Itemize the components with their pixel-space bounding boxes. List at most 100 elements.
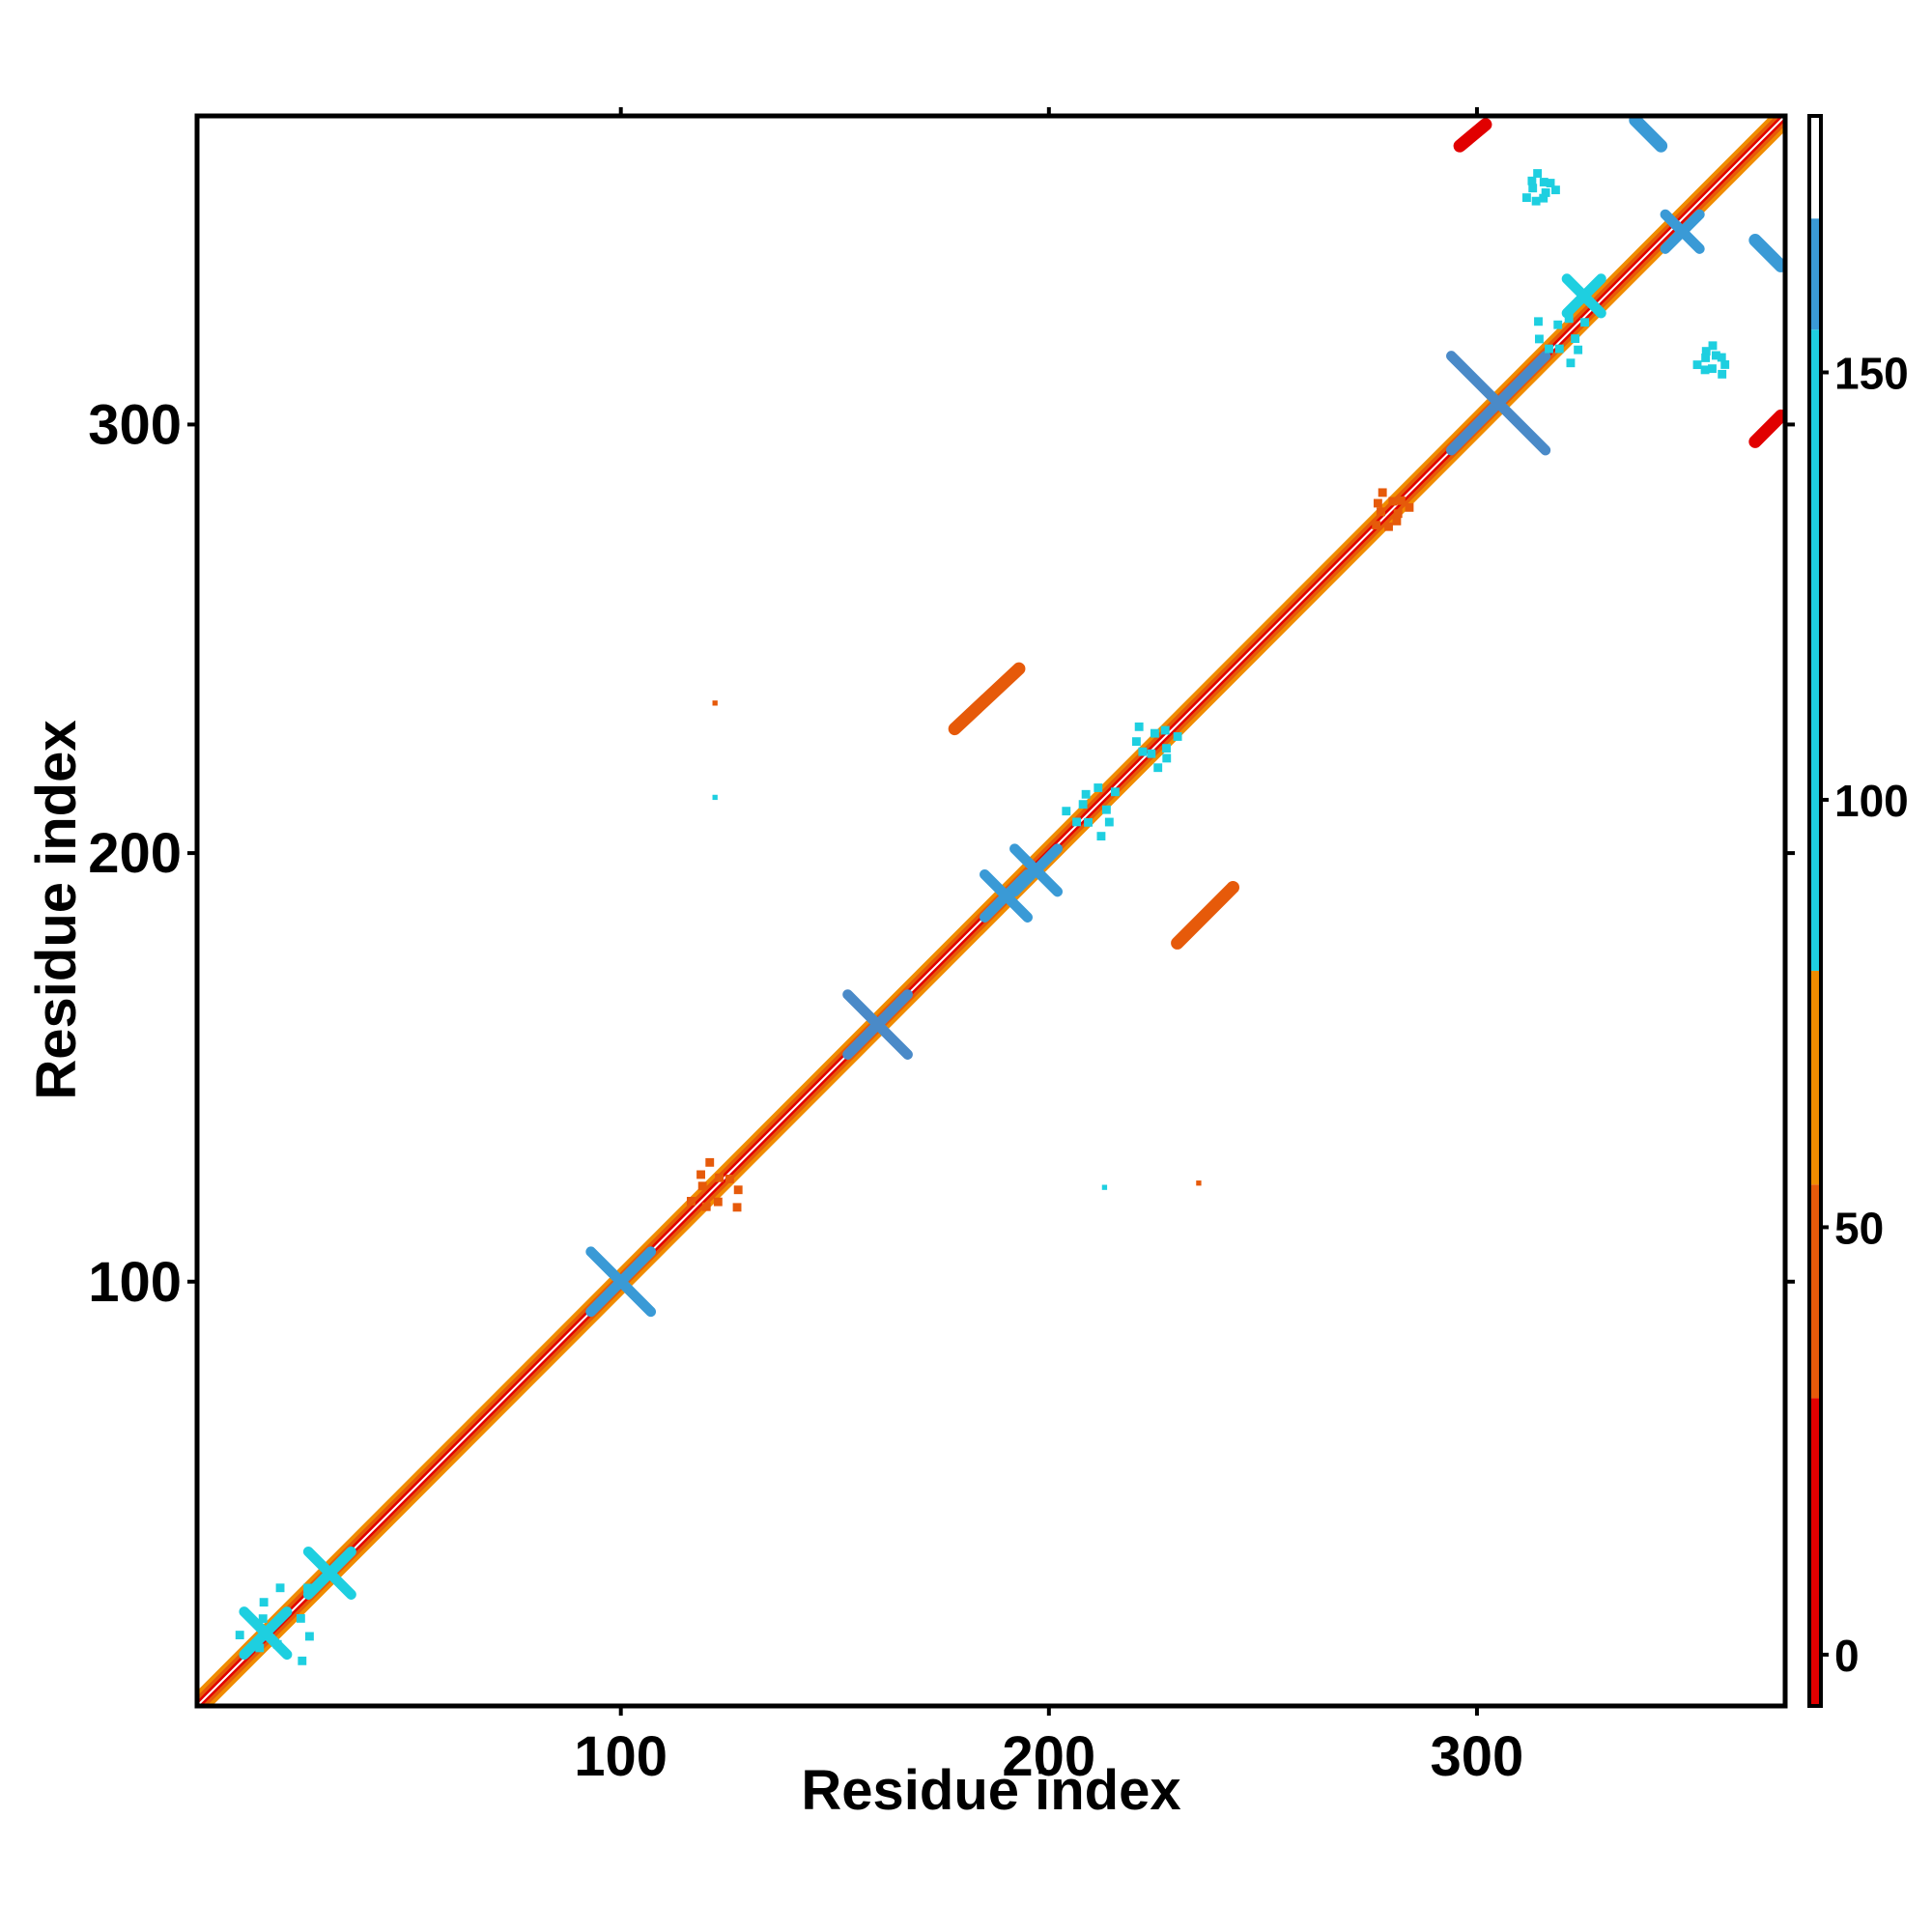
contact-cluster-cell — [1134, 722, 1144, 731]
colorbar-band — [1809, 1398, 1821, 1706]
contact-cross-b — [585, 1246, 657, 1318]
contact-cluster-cell — [1534, 317, 1543, 327]
y-axis-title: Residue index — [25, 720, 88, 1099]
contact-point — [1101, 1184, 1108, 1190]
contact-cluster-cell — [1566, 358, 1576, 368]
contact-cross-b — [1446, 351, 1551, 456]
contact-cluster-cell — [1384, 522, 1393, 531]
contact-cluster-cell — [1094, 783, 1103, 792]
contact-cross-b — [1561, 273, 1606, 319]
colorbar-tick-label: 150 — [1834, 348, 1909, 398]
contact-cluster-cell — [1153, 763, 1163, 773]
plot-content — [197, 116, 1785, 1706]
contact-cluster-cell — [1571, 334, 1580, 344]
x-tick-label: 200 — [1002, 1725, 1095, 1788]
contact-cluster-cell — [272, 1639, 282, 1649]
colorbar-band — [1809, 116, 1821, 219]
contact-cluster-cell — [1718, 369, 1727, 379]
y-tick-label: 300 — [88, 393, 182, 456]
contact-cluster-cell — [1062, 807, 1071, 816]
y-tick-label: 100 — [88, 1251, 182, 1314]
contact-cluster-cell — [1539, 178, 1548, 186]
contact-cluster-cell — [1700, 365, 1710, 375]
contact-cluster-cell — [1162, 753, 1172, 763]
contact-cluster-cell — [1553, 320, 1563, 329]
contact-cluster-cell — [1708, 364, 1717, 374]
contact-cluster-cell — [1104, 817, 1114, 827]
contact-cluster-cell — [715, 1173, 724, 1182]
contact-cluster-cell — [1717, 353, 1726, 362]
contact-cluster-cell — [1531, 196, 1541, 206]
contact-cluster-cell — [1173, 732, 1182, 741]
plot-frame — [194, 113, 1788, 1709]
contact-cluster-cell — [724, 1174, 734, 1183]
contact-cluster-cell — [1138, 747, 1148, 756]
contact-cluster-cell — [1711, 351, 1720, 360]
contact-cluster-cell — [1545, 344, 1553, 354]
contact-cluster-cell — [1701, 353, 1711, 362]
contact-cluster-cell — [1708, 341, 1718, 351]
contact-cluster-cell — [235, 1631, 244, 1640]
contact-strand — [1453, 118, 1492, 153]
contact-cluster-cell — [701, 1202, 711, 1211]
contact-cluster-cell — [298, 1656, 307, 1665]
contact-cross-b — [1660, 209, 1705, 254]
contact-point — [712, 700, 718, 706]
contact-cluster-cell — [259, 1598, 269, 1607]
contact-cluster-cell — [1101, 805, 1111, 814]
colorbar-frame — [1807, 114, 1823, 1708]
contact-cluster-cell — [1692, 360, 1702, 370]
contact-cluster-cell — [275, 1583, 285, 1593]
contact-cluster-cell — [1701, 347, 1711, 356]
colorbar-tick-label: 50 — [1834, 1203, 1884, 1253]
contact-cluster-cell — [1528, 184, 1538, 193]
contact-cluster-cell — [258, 1614, 268, 1624]
contact-cluster-cell — [1072, 817, 1082, 827]
contact-cross-b — [302, 1546, 356, 1600]
contact-cluster-cell — [1110, 787, 1120, 797]
contact-cluster-cell — [1393, 509, 1403, 519]
colorbar-ticks: 0 50 100 150 — [1821, 348, 1909, 1681]
contact-cluster-cell — [1377, 507, 1385, 517]
colorbar-band — [1809, 218, 1821, 330]
contact-cluster-cell — [1574, 345, 1583, 355]
contact-cluster-cell — [1081, 789, 1091, 799]
contact-strand — [1748, 234, 1785, 272]
contact-cluster-cell — [1372, 521, 1381, 530]
colorbar-band — [1809, 329, 1821, 971]
contact-cluster-cell — [1539, 193, 1548, 203]
contact-cluster-cell — [304, 1632, 314, 1641]
contact-cluster-cell — [1131, 737, 1141, 747]
contact-cluster-cell — [1580, 318, 1589, 327]
y-tick-label: 200 — [88, 822, 182, 885]
colorbar-tick-label: 100 — [1834, 776, 1909, 826]
contact-cluster-cell — [1078, 800, 1088, 810]
contact-cluster-cell — [732, 1203, 742, 1212]
contact-strand — [1629, 116, 1668, 153]
contact-cluster-cell — [686, 1197, 696, 1206]
x-tick-label: 100 — [574, 1725, 668, 1788]
contact-point — [712, 794, 718, 801]
contact-cluster-cell — [1533, 169, 1543, 178]
contact-cluster-cell — [1096, 832, 1106, 841]
contact-cluster-cell — [1150, 728, 1159, 738]
contact-cluster-cell — [705, 1157, 715, 1167]
x-tick-label: 300 — [1431, 1725, 1524, 1788]
contact-cluster-cell — [1554, 344, 1564, 354]
contact-cluster-cell — [1162, 744, 1171, 753]
contact-cluster-cell — [1720, 360, 1730, 369]
contact-cluster-cell — [303, 1583, 312, 1593]
contact-cluster-cell — [1388, 497, 1398, 506]
y-axis-ticks: 100 200 300 — [88, 393, 1795, 1314]
contact-cluster-cell — [1541, 188, 1550, 197]
contact-cluster-cell — [1373, 498, 1382, 508]
contact-cluster-cell — [1521, 193, 1531, 203]
contact-cluster-cell — [1378, 488, 1387, 497]
contact-cluster-cell — [1160, 725, 1170, 735]
contact-cluster-cell — [1564, 314, 1574, 324]
contact-cluster-cell — [1084, 817, 1093, 827]
contact-cross-b — [980, 868, 1033, 923]
contact-cluster-cell — [1405, 502, 1414, 512]
